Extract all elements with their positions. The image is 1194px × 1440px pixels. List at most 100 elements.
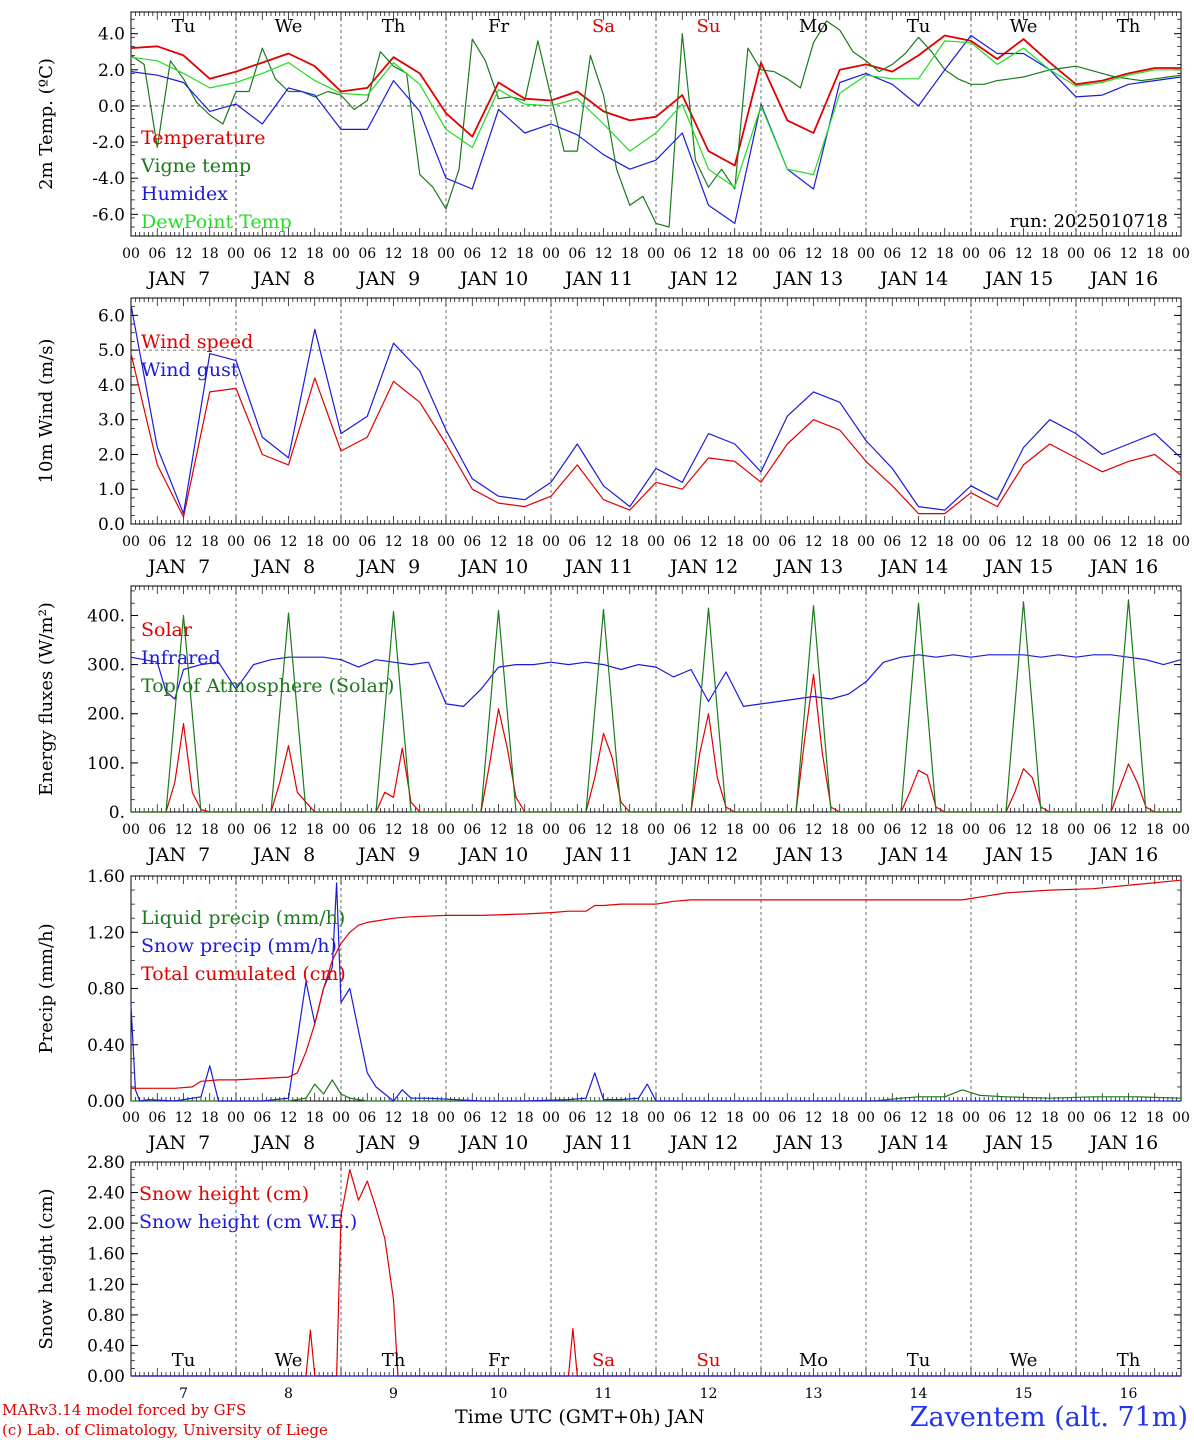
hour-tick-label: 12 [175, 246, 193, 262]
hour-tick-label: 18 [1041, 246, 1059, 262]
hour-tick-label: 12 [175, 1110, 193, 1126]
date-label: JAN 10 [458, 844, 528, 866]
y-tick-label: 0.80 [87, 980, 125, 1000]
y-axis-label: Energy fluxes (W/m²) [36, 602, 57, 796]
hour-tick-label: 00 [962, 246, 980, 262]
hour-tick-label: 06 [1093, 822, 1111, 838]
plot-frame [130, 11, 1182, 237]
day-number-label: 14 [910, 1386, 928, 1402]
date-label: JAN 9 [356, 844, 420, 866]
hour-tick-label: 12 [805, 534, 823, 550]
hour-tick-label: 12 [490, 1110, 508, 1126]
y-tick-label: 2.00 [87, 1214, 125, 1234]
day-name-label: Th [382, 1350, 406, 1371]
date-label: JAN 11 [563, 1132, 633, 1154]
hour-tick-label: 00 [437, 1110, 455, 1126]
hour-tick-label: 12 [385, 822, 403, 838]
date-label: JAN 16 [1088, 1132, 1158, 1154]
y-tick-label: 4.0 [98, 25, 125, 45]
series-line-1 [130, 34, 1181, 167]
hour-tick-label: 18 [201, 822, 219, 838]
hour-tick-label: 00 [857, 822, 875, 838]
hour-tick-label: 18 [1146, 534, 1164, 550]
hour-tick-label: 12 [700, 822, 718, 838]
hour-tick-label: 00 [857, 534, 875, 550]
hour-tick-label: 00 [542, 822, 560, 838]
hour-tick-label: 12 [280, 1110, 298, 1126]
hour-tick-label: 18 [621, 1110, 639, 1126]
hour-tick-label: 18 [306, 246, 324, 262]
legend-entry: Humidex [141, 183, 228, 205]
hour-tick-label: 06 [673, 1110, 691, 1126]
day-name-label: Su [697, 16, 721, 37]
day-name-label: Tu [907, 16, 931, 37]
hour-tick-label: 18 [201, 246, 219, 262]
hour-tick-label: 12 [385, 1110, 403, 1126]
y-tick-label: 0.00 [87, 1092, 125, 1112]
date-label: JAN 13 [773, 268, 843, 290]
y-tick-label: 300. [87, 656, 125, 676]
hour-tick-label: 00 [227, 1110, 245, 1126]
hour-tick-label: 06 [778, 246, 796, 262]
date-label: JAN 16 [1088, 844, 1158, 866]
hour-tick-label: 18 [306, 534, 324, 550]
day-number-label: 13 [805, 1386, 823, 1402]
hour-tick-label: 06 [148, 1110, 166, 1126]
hour-tick-label: 12 [175, 822, 193, 838]
hour-tick-label: 12 [1015, 534, 1033, 550]
y-tick-label: 0.40 [87, 1036, 125, 1056]
hour-tick-label: 06 [253, 1110, 271, 1126]
x-axis-title: Time UTC (GMT+0h) JAN [455, 1406, 705, 1428]
y-tick-label: -2.0 [92, 133, 125, 153]
hour-tick-label: 06 [673, 246, 691, 262]
legend-entry: Temperature [141, 127, 265, 149]
hour-tick-label: 00 [122, 246, 140, 262]
hour-tick-label: 00 [332, 246, 350, 262]
hour-tick-label: 06 [1093, 534, 1111, 550]
hour-tick-label: 00 [1067, 246, 1085, 262]
hour-tick-label: 00 [1172, 1110, 1190, 1126]
hour-tick-label: 18 [831, 246, 849, 262]
date-label: JAN 8 [251, 1132, 315, 1154]
y-tick-label: 1.20 [87, 923, 125, 943]
day-name-label: Sa [592, 1350, 615, 1371]
run-label: run: 2025010718 [1010, 211, 1168, 232]
hour-tick-label: 06 [568, 534, 586, 550]
y-tick-label: 5.0 [98, 341, 125, 361]
hour-tick-label: 18 [936, 1110, 954, 1126]
date-label: JAN 9 [356, 268, 420, 290]
hour-tick-label: 12 [910, 822, 928, 838]
panel-4: 1.60 1.20 0.80 0.40 0.00 Precip (mm/h) Liquid … [36, 867, 1190, 1154]
hour-tick-label: 18 [621, 246, 639, 262]
hour-tick-label: 18 [936, 534, 954, 550]
hour-tick-label: 00 [962, 534, 980, 550]
hour-tick-label: 12 [805, 1110, 823, 1126]
hour-tick-label: 12 [490, 246, 508, 262]
hour-tick-label: 06 [148, 822, 166, 838]
day-name-label: Tu [172, 1350, 196, 1371]
hour-tick-label: 18 [1146, 1110, 1164, 1126]
hour-tick-label: 00 [962, 1110, 980, 1126]
panel-5: 2.80 2.40 2.00 1.60 1.20 0.80 0.40 0.00 Snow hei… [36, 1153, 1182, 1402]
hour-tick-label: 12 [1015, 822, 1033, 838]
hour-tick-label: 18 [516, 1110, 534, 1126]
day-name-label: Tu [172, 16, 196, 37]
y-tick-label: 2.0 [98, 445, 125, 465]
day-number-label: 15 [1015, 1386, 1033, 1402]
y-axis-label: Precip (mm/h) [36, 923, 57, 1053]
hour-tick-label: 06 [568, 822, 586, 838]
y-tick-label: 1.20 [87, 1275, 125, 1295]
hour-tick-label: 12 [280, 822, 298, 838]
legend-entry: Infrared [141, 647, 221, 669]
date-label: JAN 7 [146, 268, 210, 290]
hour-tick-label: 06 [883, 822, 901, 838]
panel-2: 6.0 5.0 4.0 3.0 2.0 1.0 0.0 10m Wind (m/s) Wind … [36, 297, 1190, 578]
y-tick-label: 2.40 [87, 1184, 125, 1204]
date-label: JAN 15 [983, 556, 1053, 578]
hour-tick-label: 12 [805, 246, 823, 262]
hour-tick-label: 06 [148, 534, 166, 550]
hour-tick-label: 00 [227, 534, 245, 550]
hour-tick-label: 18 [1041, 1110, 1059, 1126]
date-label: JAN 7 [146, 1132, 210, 1154]
legend-entry: DewPoint Temp [141, 211, 292, 233]
